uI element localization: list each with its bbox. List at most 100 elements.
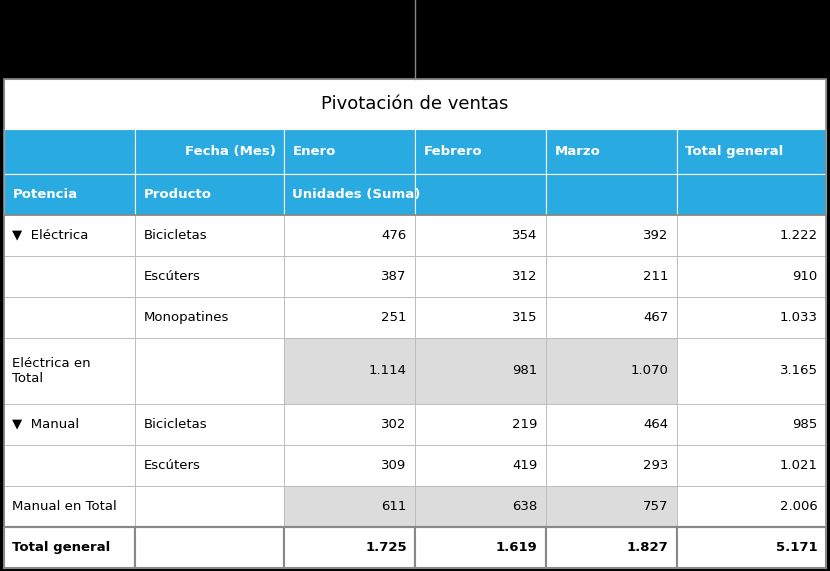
Text: 1.070: 1.070 bbox=[631, 364, 669, 377]
FancyBboxPatch shape bbox=[4, 527, 135, 568]
Text: 611: 611 bbox=[381, 500, 407, 513]
Text: 251: 251 bbox=[381, 311, 407, 324]
FancyBboxPatch shape bbox=[4, 174, 135, 215]
FancyBboxPatch shape bbox=[546, 338, 677, 404]
FancyBboxPatch shape bbox=[4, 297, 135, 338]
Text: 1.033: 1.033 bbox=[779, 311, 818, 324]
Text: 387: 387 bbox=[381, 270, 407, 283]
Text: Producto: Producto bbox=[144, 188, 212, 200]
FancyBboxPatch shape bbox=[284, 445, 415, 486]
FancyBboxPatch shape bbox=[135, 215, 284, 256]
Text: 1.114: 1.114 bbox=[369, 364, 407, 377]
Text: 211: 211 bbox=[643, 270, 669, 283]
Text: 302: 302 bbox=[381, 418, 407, 431]
FancyBboxPatch shape bbox=[4, 256, 135, 297]
FancyBboxPatch shape bbox=[135, 338, 284, 404]
Text: Bicicletas: Bicicletas bbox=[144, 418, 208, 431]
Text: Eléctrica en
Total: Eléctrica en Total bbox=[12, 357, 91, 385]
FancyBboxPatch shape bbox=[677, 527, 826, 568]
Text: 315: 315 bbox=[512, 311, 538, 324]
FancyBboxPatch shape bbox=[415, 256, 546, 297]
Text: 219: 219 bbox=[512, 418, 538, 431]
FancyBboxPatch shape bbox=[415, 215, 546, 256]
Text: 5.171: 5.171 bbox=[776, 541, 818, 554]
Text: Potencia: Potencia bbox=[12, 188, 77, 200]
FancyBboxPatch shape bbox=[4, 215, 135, 256]
Text: Bicicletas: Bicicletas bbox=[144, 229, 208, 242]
Text: Monopatines: Monopatines bbox=[144, 311, 229, 324]
Text: 1.021: 1.021 bbox=[779, 459, 818, 472]
FancyBboxPatch shape bbox=[546, 256, 677, 297]
FancyBboxPatch shape bbox=[135, 486, 284, 527]
FancyBboxPatch shape bbox=[546, 404, 677, 445]
FancyBboxPatch shape bbox=[135, 527, 284, 568]
Text: 757: 757 bbox=[643, 500, 669, 513]
FancyBboxPatch shape bbox=[546, 297, 677, 338]
Text: Marzo: Marzo bbox=[554, 145, 600, 158]
FancyBboxPatch shape bbox=[284, 297, 415, 338]
FancyBboxPatch shape bbox=[677, 174, 826, 215]
FancyBboxPatch shape bbox=[135, 129, 284, 174]
FancyBboxPatch shape bbox=[284, 404, 415, 445]
FancyBboxPatch shape bbox=[135, 174, 284, 215]
Text: 1.827: 1.827 bbox=[627, 541, 669, 554]
FancyBboxPatch shape bbox=[284, 486, 415, 527]
Text: Enero: Enero bbox=[292, 145, 335, 158]
Text: 910: 910 bbox=[793, 270, 818, 283]
FancyBboxPatch shape bbox=[284, 174, 415, 215]
FancyBboxPatch shape bbox=[284, 527, 415, 568]
FancyBboxPatch shape bbox=[546, 129, 677, 174]
FancyBboxPatch shape bbox=[677, 445, 826, 486]
FancyBboxPatch shape bbox=[546, 215, 677, 256]
FancyBboxPatch shape bbox=[4, 129, 135, 174]
FancyBboxPatch shape bbox=[415, 527, 546, 568]
FancyBboxPatch shape bbox=[677, 215, 826, 256]
FancyBboxPatch shape bbox=[135, 404, 284, 445]
Text: 985: 985 bbox=[793, 418, 818, 431]
Text: 3.165: 3.165 bbox=[779, 364, 818, 377]
Text: 464: 464 bbox=[644, 418, 669, 431]
FancyBboxPatch shape bbox=[677, 297, 826, 338]
FancyBboxPatch shape bbox=[135, 445, 284, 486]
Text: Total general: Total general bbox=[12, 541, 110, 554]
FancyBboxPatch shape bbox=[135, 256, 284, 297]
FancyBboxPatch shape bbox=[4, 79, 826, 129]
Text: 354: 354 bbox=[512, 229, 538, 242]
FancyBboxPatch shape bbox=[284, 256, 415, 297]
FancyBboxPatch shape bbox=[4, 338, 135, 404]
Text: 1.222: 1.222 bbox=[779, 229, 818, 242]
FancyBboxPatch shape bbox=[284, 338, 415, 404]
Text: 309: 309 bbox=[382, 459, 407, 472]
Text: ▼  Eléctrica: ▼ Eléctrica bbox=[12, 229, 89, 242]
Text: Escúters: Escúters bbox=[144, 459, 200, 472]
Text: 419: 419 bbox=[512, 459, 538, 472]
FancyBboxPatch shape bbox=[546, 527, 677, 568]
FancyBboxPatch shape bbox=[415, 404, 546, 445]
Text: 293: 293 bbox=[643, 459, 669, 472]
Text: Total general: Total general bbox=[686, 145, 784, 158]
FancyBboxPatch shape bbox=[415, 338, 546, 404]
FancyBboxPatch shape bbox=[546, 445, 677, 486]
Text: Escúters: Escúters bbox=[144, 270, 200, 283]
FancyBboxPatch shape bbox=[677, 256, 826, 297]
FancyBboxPatch shape bbox=[677, 404, 826, 445]
Text: 981: 981 bbox=[512, 364, 538, 377]
FancyBboxPatch shape bbox=[415, 297, 546, 338]
FancyBboxPatch shape bbox=[4, 404, 135, 445]
FancyBboxPatch shape bbox=[415, 486, 546, 527]
FancyBboxPatch shape bbox=[4, 486, 135, 527]
FancyBboxPatch shape bbox=[4, 445, 135, 486]
Text: Febrero: Febrero bbox=[423, 145, 482, 158]
Text: 638: 638 bbox=[512, 500, 538, 513]
FancyBboxPatch shape bbox=[135, 297, 284, 338]
Text: Manual en Total: Manual en Total bbox=[12, 500, 117, 513]
Text: Unidades (Suma): Unidades (Suma) bbox=[292, 188, 421, 200]
FancyBboxPatch shape bbox=[677, 486, 826, 527]
Text: Fecha (Mes): Fecha (Mes) bbox=[185, 145, 276, 158]
Text: 467: 467 bbox=[643, 311, 669, 324]
FancyBboxPatch shape bbox=[415, 174, 546, 215]
FancyBboxPatch shape bbox=[415, 129, 546, 174]
Text: 1.619: 1.619 bbox=[496, 541, 538, 554]
FancyBboxPatch shape bbox=[677, 338, 826, 404]
Text: ▼  Manual: ▼ Manual bbox=[12, 418, 80, 431]
